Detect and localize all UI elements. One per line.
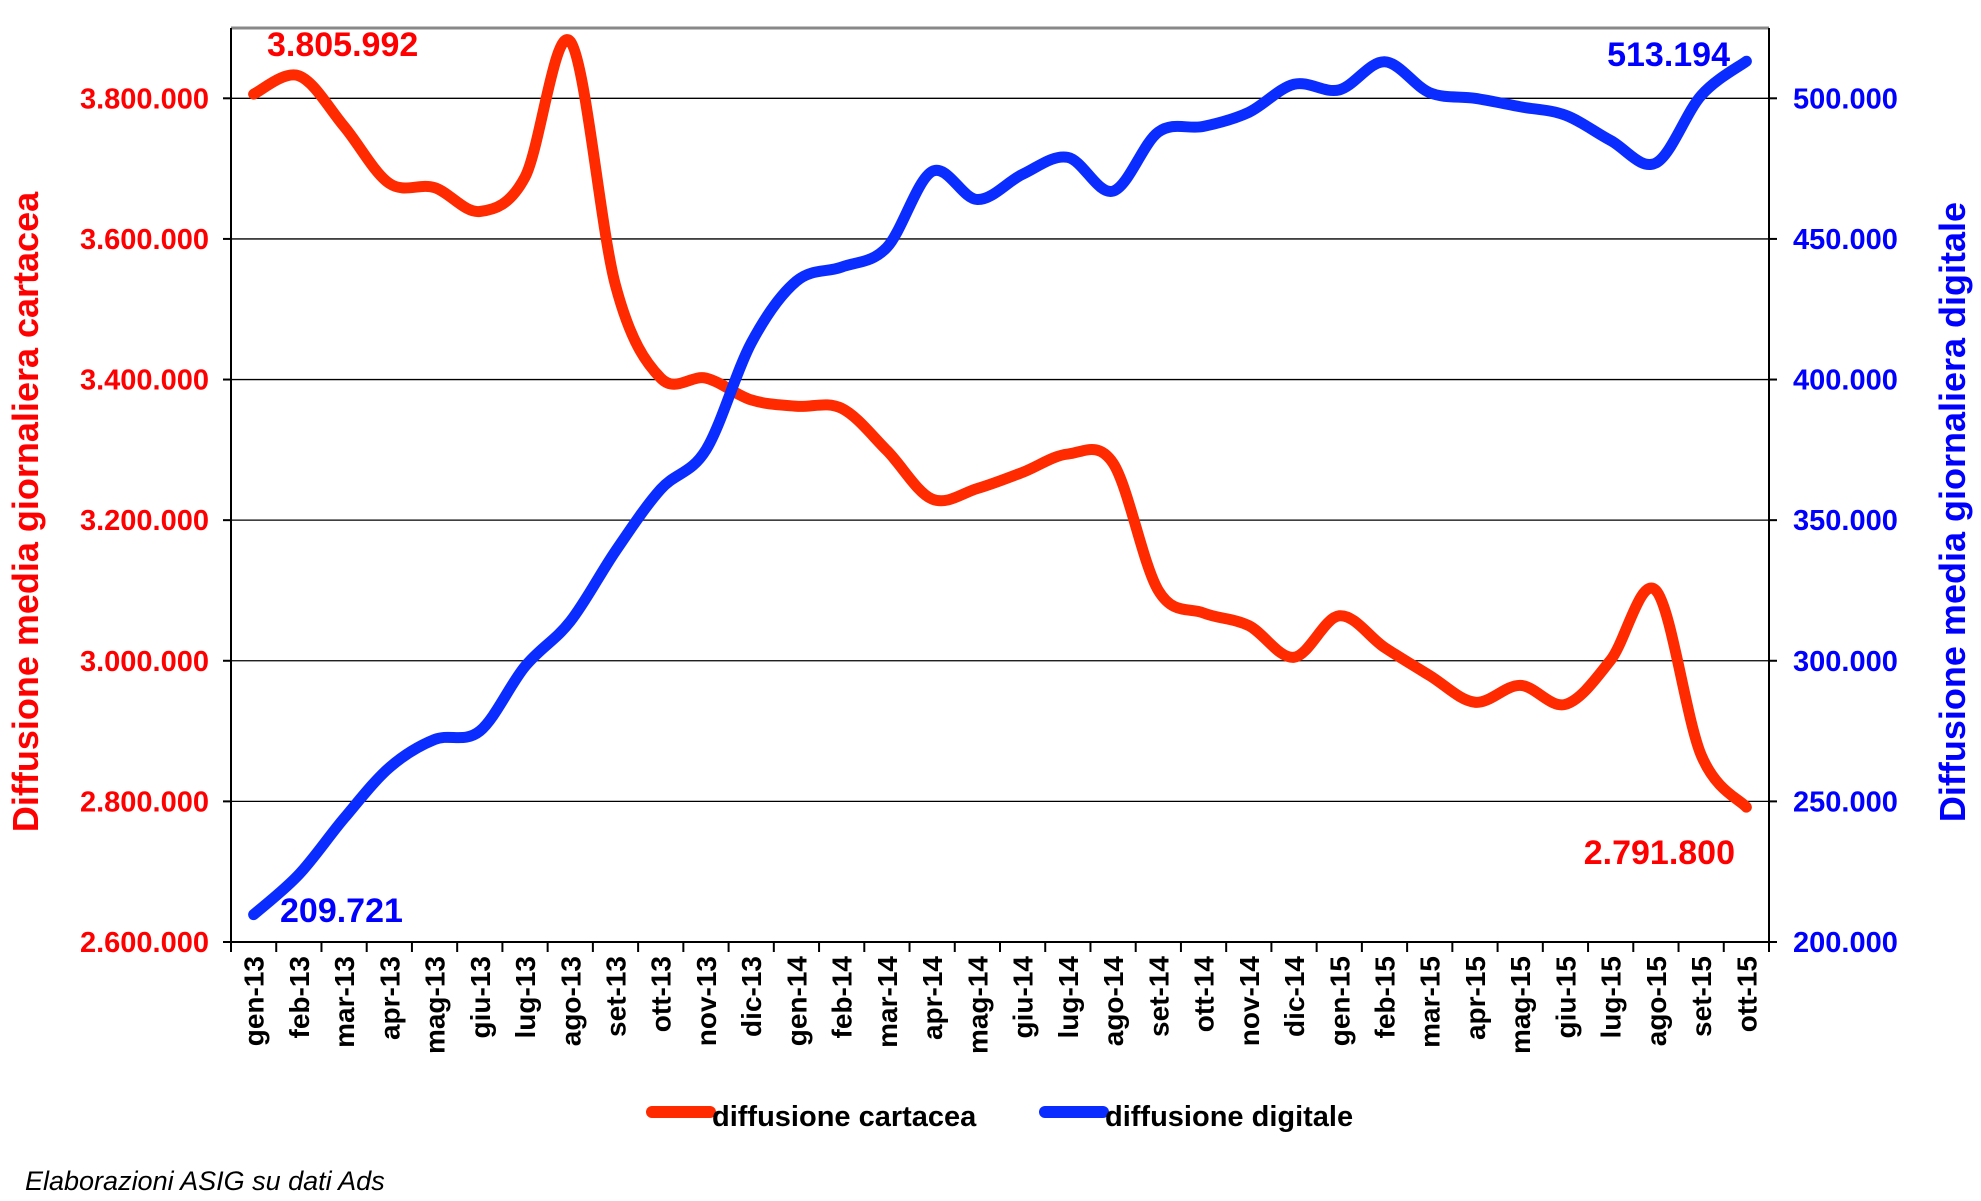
series-line-diffusione-cartacea — [248, 34, 1752, 813]
series-lines — [248, 34, 1752, 921]
right-tick-label: 400.000 — [1793, 365, 1898, 397]
x-tick-label: gen-15 — [1324, 956, 1355, 1046]
x-tick-label: giu-13 — [465, 956, 496, 1038]
x-tick-label: ago-13 — [555, 956, 586, 1046]
left-tick-label: 2.600.000 — [80, 927, 209, 959]
x-tick-label: gen-14 — [781, 956, 812, 1047]
x-tick-label: mar-15 — [1415, 956, 1446, 1048]
right-tick-label: 500.000 — [1793, 83, 1898, 115]
x-tick-label: lug-15 — [1596, 956, 1627, 1038]
x-tick-label: feb-15 — [1370, 956, 1401, 1038]
left-tick-label: 3.400.000 — [80, 365, 209, 397]
x-tick-label: feb-13 — [284, 956, 315, 1038]
right-tick-labels: 200.000 250.000 300.000 350.000 400.000 450.0… — [1793, 83, 1898, 959]
legend-label-cartacea: diffusione cartacea — [712, 1101, 977, 1133]
right-tick-label: 250.000 — [1793, 786, 1898, 818]
left-tick-label: 3.600.000 — [80, 224, 209, 256]
x-tick-label: apr-14 — [917, 956, 948, 1040]
right-tick-label: 300.000 — [1793, 646, 1898, 678]
left-tick-label: 2.800.000 — [80, 786, 209, 818]
right-tick-label: 200.000 — [1793, 927, 1898, 959]
left-tick-label: 3.200.000 — [80, 505, 209, 537]
x-tick-label: mar-13 — [329, 956, 360, 1048]
left-tick-label: 3.000.000 — [80, 646, 209, 678]
x-tick-label: ott-15 — [1731, 956, 1762, 1032]
annotation-cartacea-end: 2.791.800 — [1584, 834, 1735, 872]
annotation-cartacea-start: 3.805.992 — [267, 26, 418, 64]
x-tick-label: lug-13 — [510, 956, 541, 1038]
x-tick-label: set-14 — [1143, 956, 1174, 1037]
x-tick-label: feb-14 — [827, 956, 858, 1039]
x-tick-label: dic-13 — [736, 956, 767, 1037]
x-tick-label: ott-14 — [1189, 956, 1220, 1033]
x-tick-label: apr-15 — [1460, 956, 1491, 1040]
x-tick-label: lug-14 — [1053, 956, 1084, 1039]
x-tick-label: apr-13 — [374, 956, 405, 1040]
right-tick-label: 350.000 — [1793, 505, 1898, 537]
annotation-digitale-start: 209.721 — [280, 892, 403, 930]
left-axis-title: Diffusione media giornaliera cartacea — [5, 191, 46, 832]
x-tick-label: nov-14 — [1234, 956, 1265, 1047]
left-tick-labels: 2.600.000 2.800.000 3.000.000 3.200.000 3.40… — [80, 83, 209, 959]
x-tick-label: mar-14 — [872, 956, 903, 1048]
right-axis-title: Diffusione media giornaliera digitale — [1932, 202, 1973, 822]
gridlines — [223, 97, 1777, 952]
x-tick-label: giu-14 — [1008, 956, 1039, 1039]
x-tick-label: ago-15 — [1641, 956, 1672, 1046]
x-tick-label: set-15 — [1686, 956, 1717, 1037]
x-tick-labels: gen-13 feb-13 mar-13 apr-13 mag-13 giu-13 lug-… — [239, 956, 1763, 1054]
x-tick-label: mag-15 — [1505, 956, 1536, 1054]
x-tick-label: mag-13 — [420, 956, 451, 1054]
x-tick-label: giu-15 — [1550, 956, 1581, 1038]
legend: diffusione cartacea diffusione digitale — [646, 1101, 1353, 1133]
x-tick-label: nov-13 — [691, 956, 722, 1046]
legend-label-digitale: diffusione digitale — [1105, 1101, 1353, 1133]
x-tick-label: dic-14 — [1279, 956, 1310, 1037]
series-line-diffusione-digitale — [248, 55, 1752, 921]
x-tick-label: mag-14 — [962, 956, 993, 1054]
x-tick-label: ott-13 — [646, 956, 677, 1032]
x-tick-label: set-13 — [601, 956, 632, 1037]
right-tick-label: 450.000 — [1793, 224, 1898, 256]
source-footer: Elaborazioni ASIG su dati Ads — [25, 1166, 385, 1196]
x-tick-label: gen-13 — [239, 956, 270, 1046]
left-tick-label: 3.800.000 — [80, 83, 209, 115]
x-tick-label: ago-14 — [1098, 956, 1129, 1047]
annotation-digitale-end: 513.194 — [1607, 36, 1730, 74]
